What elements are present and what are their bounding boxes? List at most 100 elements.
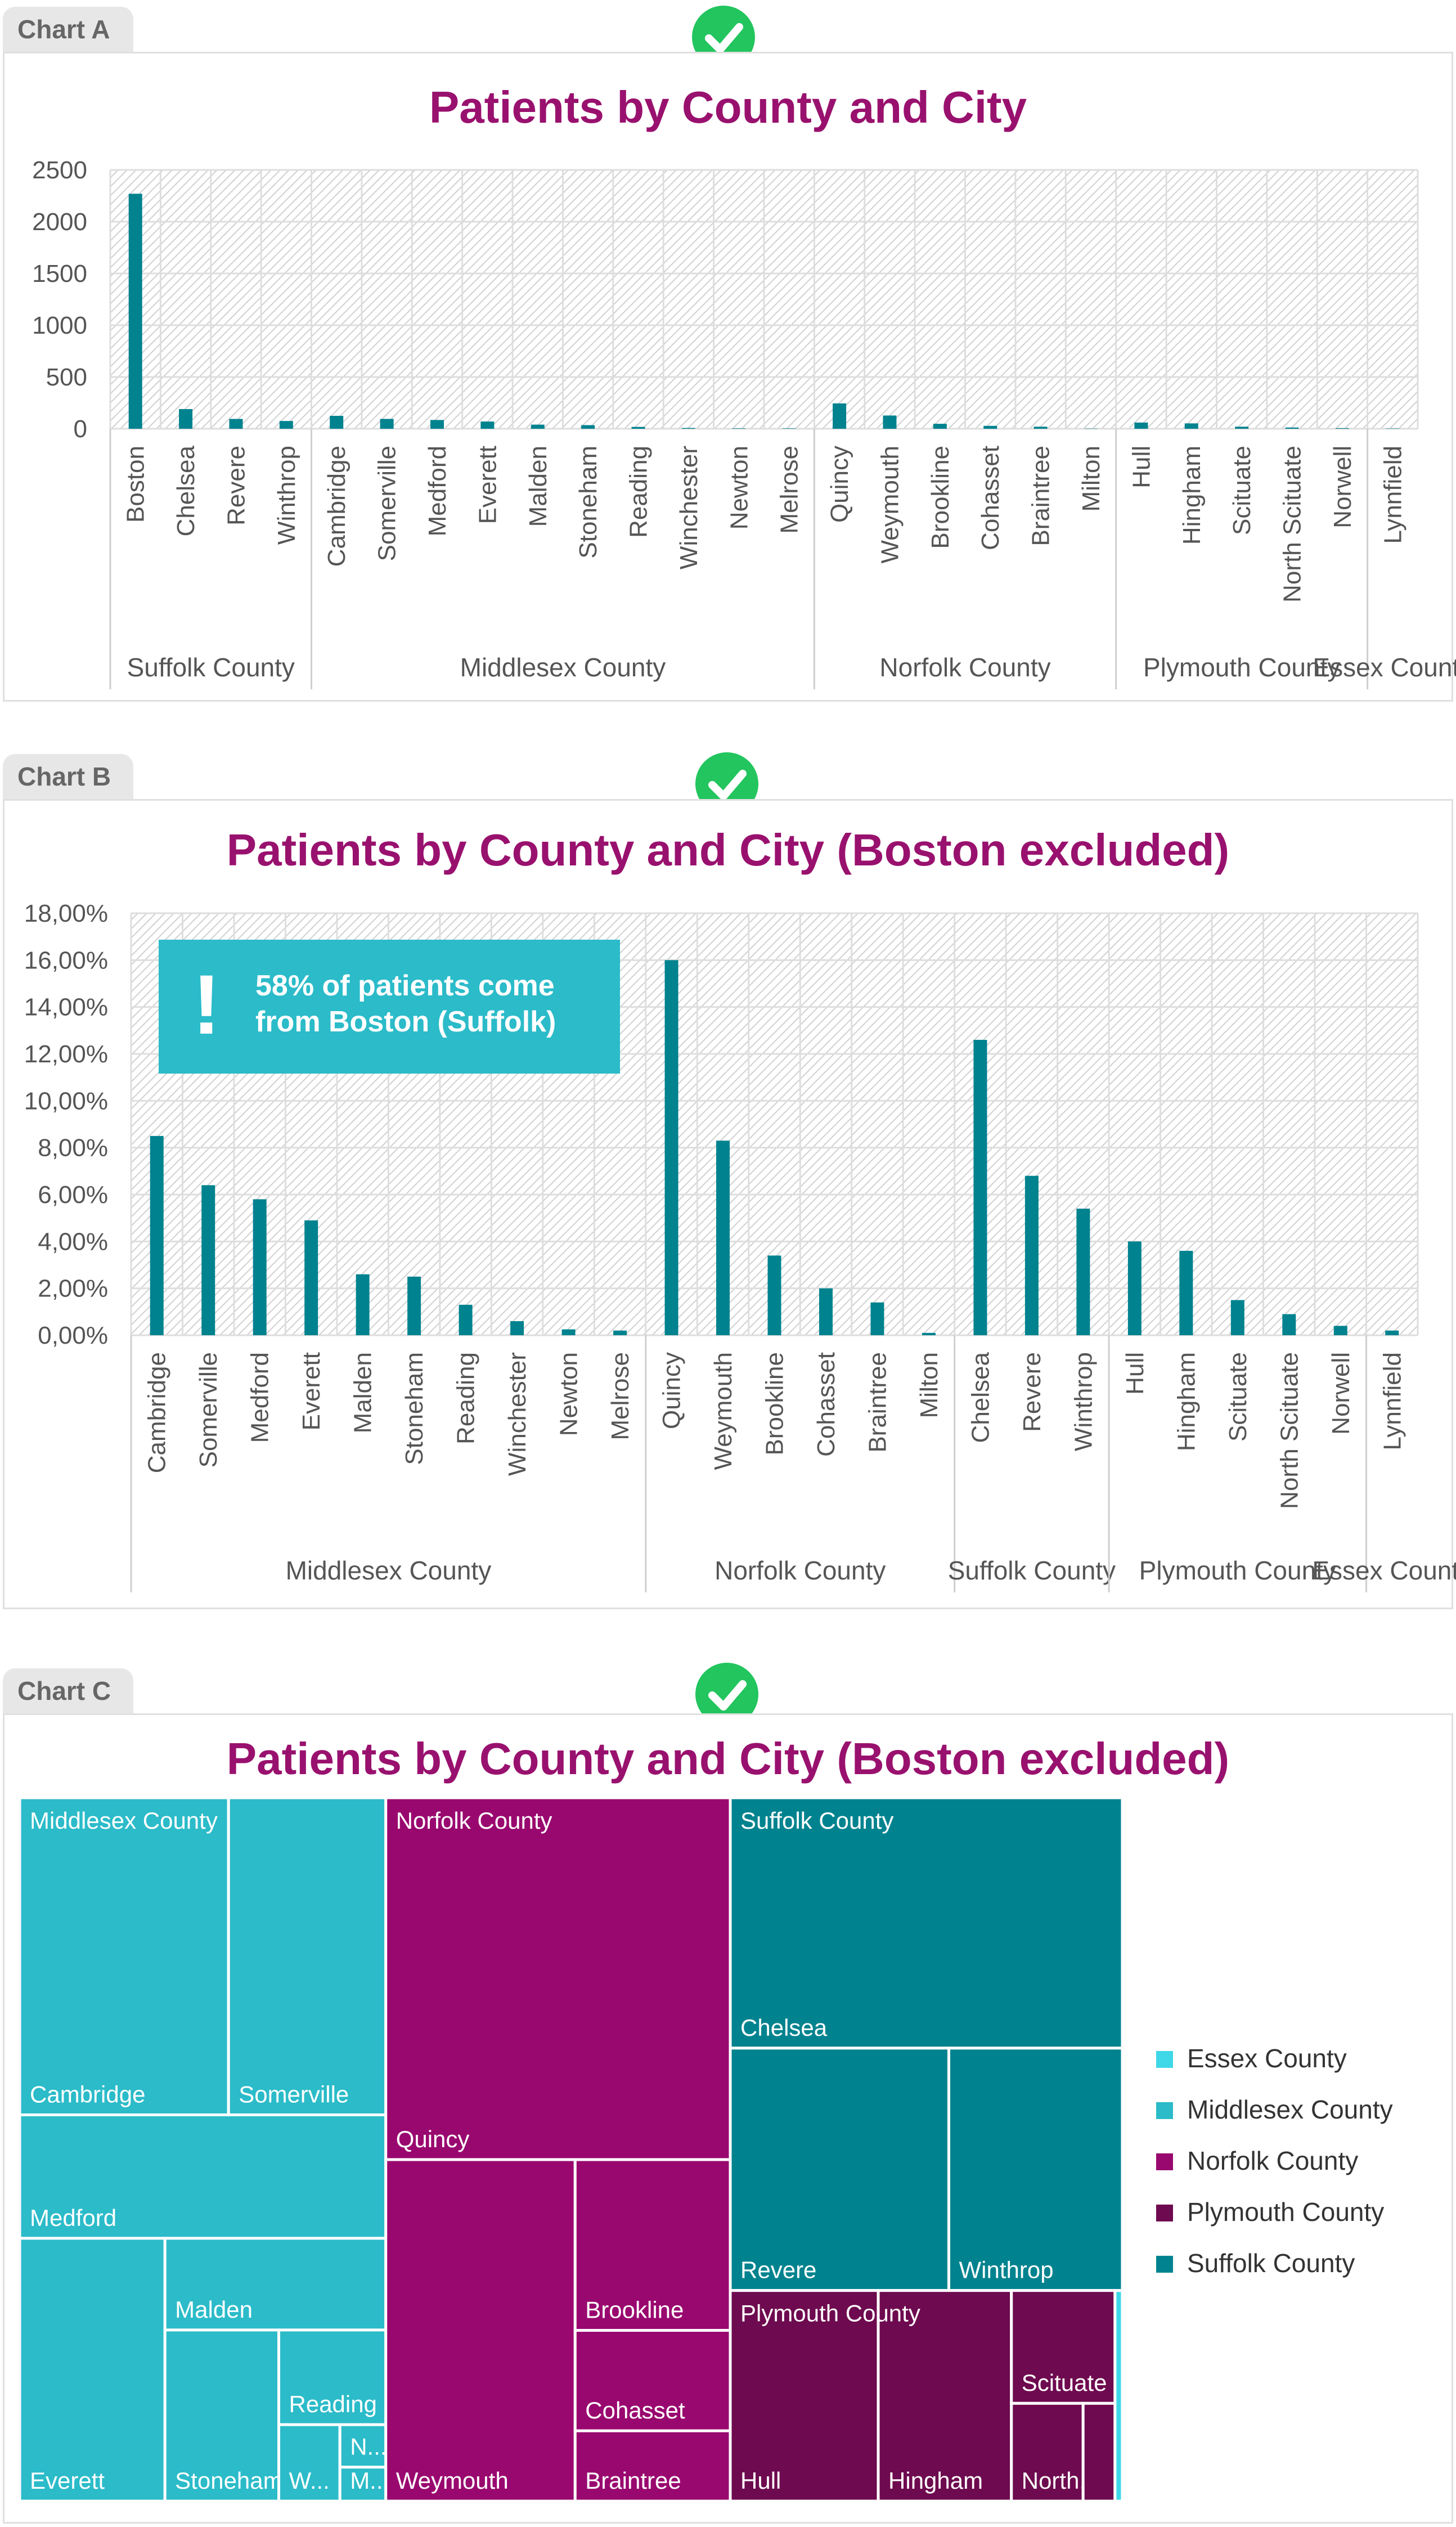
bar — [870, 1302, 884, 1335]
x-tick-label: Hull — [1127, 446, 1155, 488]
x-tick-label: Quincy — [826, 446, 853, 523]
x-tick-label: Stoneham — [401, 1352, 428, 1465]
y-tick-label: 2500 — [32, 156, 87, 184]
bar — [253, 1199, 267, 1335]
bar — [1282, 1314, 1296, 1335]
bar — [681, 428, 695, 429]
bar — [304, 1220, 318, 1335]
treemap-tile — [384, 1796, 732, 2161]
y-tick-label: 6,00% — [38, 1181, 108, 1209]
x-tick-label: Medford — [246, 1352, 274, 1443]
treemap-tile-label: Quincy — [396, 2126, 470, 2152]
x-tick-label: Norwell — [1327, 1352, 1355, 1435]
treemap-tile — [573, 2429, 732, 2503]
x-tick-label: Lynnfield — [1378, 1352, 1406, 1451]
bar — [561, 1329, 576, 1335]
treemap-tile-label: W... — [289, 2467, 330, 2494]
bar — [407, 1276, 421, 1335]
x-tick-label: Reading — [452, 1352, 480, 1444]
bar — [716, 1141, 730, 1335]
bar — [380, 419, 394, 429]
legend-swatch — [1156, 2102, 1173, 2119]
x-tick-label: Chelsea — [967, 1352, 994, 1443]
y-tick-label: 1000 — [32, 312, 87, 339]
x-tick-label: Malden — [349, 1352, 377, 1433]
bar — [179, 409, 193, 429]
bar — [430, 420, 444, 429]
chart-b-callout: ! 58% of patients come from Boston (Suff… — [159, 940, 620, 1074]
treemap-tile-label: Chelsea — [740, 2014, 828, 2041]
x-tick-label: Boston — [122, 446, 150, 523]
treemap-tile-label: Cohasset — [585, 2397, 685, 2423]
x-tick-label: Braintree — [864, 1352, 891, 1453]
group-label: Suffolk County — [948, 1556, 1116, 1585]
group-label: Middlesex County — [460, 653, 666, 682]
x-tick-label: North Scituate — [1275, 1352, 1303, 1509]
x-tick-label: Hingham — [1172, 1352, 1200, 1451]
treemap-tile-label: Scituate — [1022, 2369, 1107, 2396]
chart-a-plot: 2500 2000 1500 1000 500 0 Boston Chelsea Revere W… — [32, 156, 1456, 689]
bar — [150, 1135, 164, 1335]
treemap-tile — [1081, 2402, 1117, 2503]
treemap-tile-label: Weymouth — [396, 2467, 509, 2494]
y-tick-label: 0 — [74, 415, 87, 443]
bar — [613, 1330, 627, 1335]
callout-text: 58% of patients come from Boston (Suffol… — [255, 968, 604, 1040]
treemap-tile-label: Medford — [30, 2205, 116, 2231]
treemap-tile-label: N... — [350, 2434, 387, 2460]
x-tick-label: Hull — [1121, 1352, 1149, 1395]
group-label: Plymouth County — [1143, 653, 1340, 682]
bar — [883, 415, 897, 429]
bar — [1333, 1326, 1347, 1335]
legend-label: Essex County — [1187, 2044, 1347, 2073]
legend-label: Suffolk County — [1187, 2248, 1355, 2278]
treemap-tile — [947, 2046, 1124, 2292]
treemap-group-label: Norfolk County — [396, 1807, 552, 1834]
legend-label: Norfolk County — [1187, 2146, 1359, 2175]
bar — [933, 424, 947, 429]
bar — [1184, 423, 1198, 429]
x-tick-label: Reading — [625, 446, 653, 538]
x-tick-label: North Scituate — [1279, 446, 1306, 603]
x-tick-label: Cohasset — [977, 446, 1004, 550]
treemap-tile — [1010, 2289, 1117, 2405]
bar — [1024, 1175, 1039, 1335]
bar — [1076, 1209, 1090, 1335]
x-tick-label: Cambridge — [143, 1352, 171, 1473]
x-tick-label: Winchester — [675, 446, 703, 569]
x-tick-label: Weymouth — [709, 1352, 737, 1470]
bar — [983, 425, 997, 429]
group-label: Norfolk County — [714, 1556, 886, 1585]
chart-a-tab: Chart A — [3, 7, 133, 52]
x-tick-label: Cambridge — [323, 446, 350, 567]
x-tick-label: Somerville — [195, 1352, 222, 1467]
x-tick-label: Chelsea — [172, 445, 200, 536]
x-tick-label: Braintree — [1027, 446, 1055, 546]
x-tick-label: Everett — [474, 446, 501, 524]
bar — [833, 403, 847, 429]
bar — [1134, 422, 1148, 429]
bar — [732, 428, 746, 429]
treemap-tile — [338, 2423, 388, 2469]
group-label: Suffolk County — [127, 653, 295, 682]
x-tick-label: Brookline — [761, 1352, 789, 1455]
y-tick-label: 4,00% — [38, 1228, 108, 1255]
treemap-tile — [729, 2046, 951, 2292]
y-tick-label: 1500 — [32, 260, 87, 288]
bar — [279, 421, 293, 429]
treemap-tile — [1113, 2289, 1124, 2503]
y-tick-label: 16,00% — [24, 946, 108, 974]
x-tick-label: Revere — [222, 446, 250, 526]
legend-label: Middlesex County — [1187, 2095, 1393, 2124]
bar — [356, 1274, 370, 1335]
treemap-tile — [1010, 2402, 1085, 2503]
group-label: Essex County — [1312, 1556, 1456, 1585]
x-tick-label: Milton — [1077, 446, 1105, 511]
bar — [1127, 1241, 1142, 1335]
treemap-tile-label: Hull — [740, 2467, 781, 2494]
x-tick-label: Malden — [524, 446, 552, 527]
chart-c-tab: Chart C — [3, 1668, 133, 1713]
y-tick-label: 0,00% — [38, 1322, 108, 1349]
chart-a-title: Patients by County and City — [429, 82, 1027, 132]
treemap-tile-label: Brookline — [585, 2297, 684, 2323]
